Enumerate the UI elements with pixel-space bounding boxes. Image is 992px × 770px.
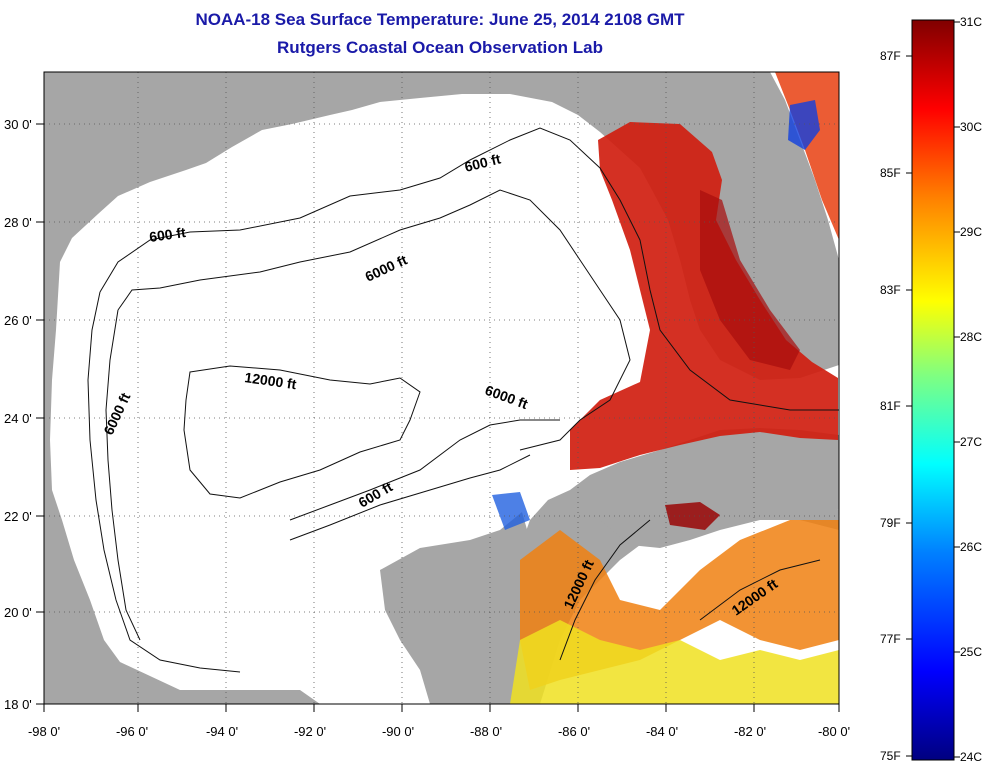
colorbar-celsius-label: 28C <box>960 330 982 344</box>
contour-12000ft-caribbean <box>699 559 821 621</box>
sst-yucatan-cold <box>492 492 530 530</box>
colorbar-celsius-label: 25C <box>960 645 982 659</box>
lon-tick-label: -86 0' <box>558 724 590 739</box>
contour-12000ft-yucatan <box>559 519 651 661</box>
contour-6000ft <box>117 189 631 451</box>
contour-6000ft-south <box>289 419 560 521</box>
sst-cuba-hot <box>665 502 720 530</box>
colorbar-fahrenheit-label: 79F <box>880 516 901 530</box>
sst-caribbean-yellow <box>510 620 839 704</box>
sst-eastern-gulf-hot <box>700 190 800 370</box>
lat-tick-label: 28 0' <box>4 215 32 230</box>
colorbar <box>911 19 955 761</box>
bathymetry-contours <box>87 127 839 673</box>
colorbar-fahrenheit-label: 87F <box>880 49 901 63</box>
axis-ticks <box>36 123 840 712</box>
colorbar-celsius-label: 29C <box>960 225 982 239</box>
sst-eastern-gulf <box>570 122 838 470</box>
lon-tick-label: -82 0' <box>734 724 766 739</box>
contour-6000ft-west <box>105 309 141 641</box>
lon-tick-label: -98 0' <box>28 724 60 739</box>
lon-tick-label: -90 0' <box>382 724 414 739</box>
colorbar-celsius-label: 24C <box>960 750 982 764</box>
colorbar-celsius-label: 31C <box>960 15 982 29</box>
lat-tick-label: 26 0' <box>4 313 32 328</box>
sst-florida-east <box>775 72 839 240</box>
contour-600ft-west <box>87 291 241 673</box>
lat-tick-label: 20 0' <box>4 605 32 620</box>
colorbar-fahrenheit-label: 77F <box>880 632 901 646</box>
lat-tick-label: 18 0' <box>4 697 32 712</box>
colorbar-fahrenheit-label: 75F <box>880 749 901 763</box>
contour-600ft-south <box>289 454 531 541</box>
colorbar-fahrenheit-label: 81F <box>880 399 901 413</box>
map-frame <box>43 71 840 705</box>
map-title: NOAA-18 Sea Surface Temperature: June 25… <box>195 10 685 29</box>
contour-label: 600 ft <box>148 224 187 245</box>
colorbar-fahrenheit-label: 83F <box>880 283 901 297</box>
lon-tick-label: -94 0' <box>206 724 238 739</box>
colorbar-celsius-label: 30C <box>960 120 982 134</box>
lat-tick-label: 22 0' <box>4 509 32 524</box>
colorbar-celsius-label: 26C <box>960 540 982 554</box>
colorbar-fahrenheit-label: 85F <box>880 166 901 180</box>
lon-tick-label: -92 0' <box>294 724 326 739</box>
map-subtitle: Rutgers Coastal Ocean Observation Lab <box>277 38 603 57</box>
contour-12000ft <box>183 365 421 499</box>
graticule <box>44 72 839 704</box>
contour-600ft <box>99 127 839 411</box>
yucatan-land <box>380 512 530 704</box>
lon-tick-label: -80 0' <box>818 724 850 739</box>
lon-tick-label: -84 0' <box>646 724 678 739</box>
lat-tick-label: 24 0' <box>4 411 32 426</box>
sst-cold-patch <box>788 100 820 150</box>
colorbar-ticks <box>906 21 960 758</box>
contour-label: 12000 ft <box>244 369 298 392</box>
lon-tick-label: -88 0' <box>470 724 502 739</box>
lat-tick-label: 30 0' <box>4 117 32 132</box>
colorbar-celsius-label: 27C <box>960 435 982 449</box>
lon-tick-label: -96 0' <box>116 724 148 739</box>
